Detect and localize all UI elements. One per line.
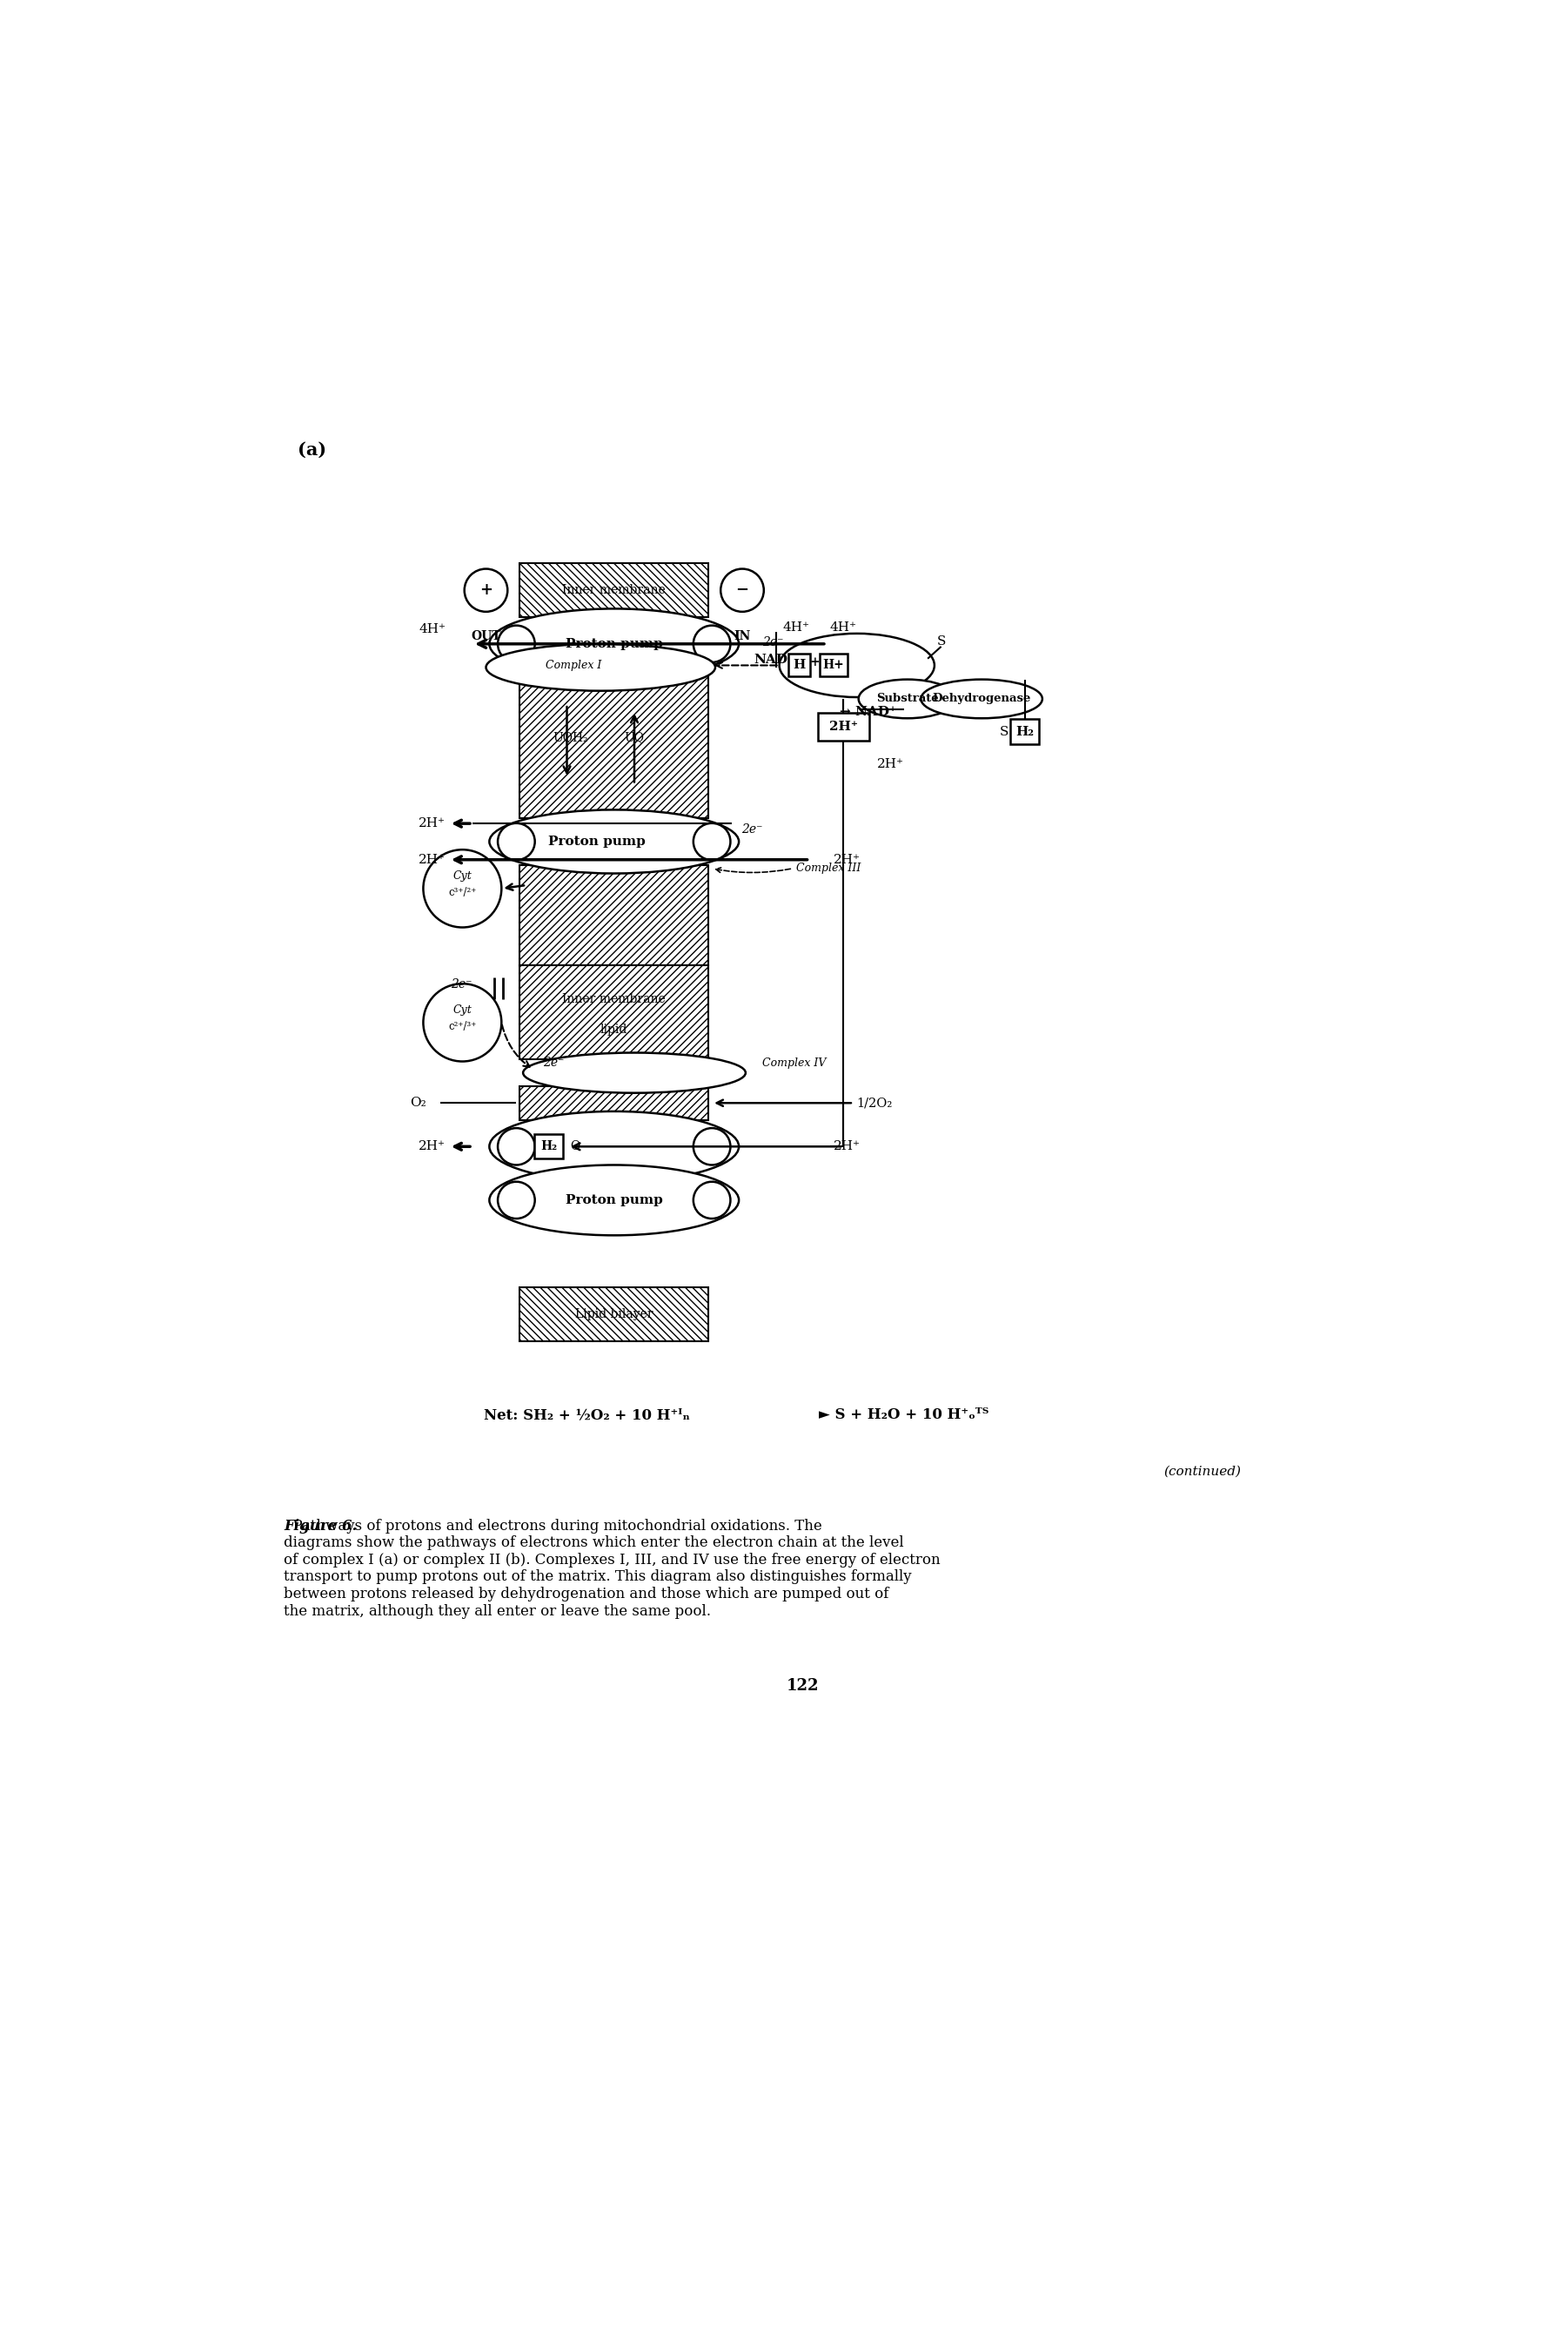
Text: H+: H+ [823,660,845,672]
Text: (continued): (continued) [1163,1466,1242,1478]
Ellipse shape [779,634,935,698]
Text: 4H⁺: 4H⁺ [782,620,809,632]
FancyBboxPatch shape [535,1135,563,1159]
Text: UQH₂: UQH₂ [552,731,588,745]
Ellipse shape [489,1166,739,1236]
Text: 2H⁺: 2H⁺ [419,818,445,830]
Text: Figure 6.: Figure 6. [284,1518,358,1532]
Text: Complex IV: Complex IV [762,1058,826,1069]
FancyBboxPatch shape [519,1086,709,1119]
Ellipse shape [920,679,1043,719]
Text: O₂: O₂ [411,1097,426,1109]
Text: 2e⁻: 2e⁻ [452,978,472,989]
Text: H: H [793,660,806,672]
Text: 122: 122 [787,1678,818,1694]
FancyBboxPatch shape [789,653,809,677]
Text: +: + [809,656,820,667]
Text: ► S + H₂O + 10 H⁺ₒᵁᵀ: ► S + H₂O + 10 H⁺ₒᵁᵀ [818,1408,989,1422]
Ellipse shape [497,625,535,663]
Ellipse shape [524,1053,746,1093]
FancyBboxPatch shape [1011,719,1040,745]
Ellipse shape [693,1128,731,1166]
Text: Complex III: Complex III [797,862,861,874]
Text: Cyt: Cyt [453,1006,472,1015]
Text: IN: IN [734,630,751,642]
FancyBboxPatch shape [818,712,870,740]
Text: +: + [480,583,492,599]
FancyBboxPatch shape [519,966,709,1060]
Text: Lipid bilayer: Lipid bilayer [575,1309,654,1321]
Ellipse shape [693,625,731,663]
Text: Substrate: Substrate [877,693,939,705]
Text: S: S [936,637,946,649]
Text: 4H⁺: 4H⁺ [419,623,445,634]
Text: S: S [999,726,1008,738]
Text: 2H⁺: 2H⁺ [419,1140,445,1152]
Text: 2e⁻: 2e⁻ [543,1058,564,1069]
Ellipse shape [489,811,739,874]
Text: Inner membrane: Inner membrane [563,994,666,1006]
Text: 2H⁺: 2H⁺ [877,759,905,771]
Ellipse shape [497,822,535,860]
Text: c³⁺/²⁺: c³⁺/²⁺ [448,886,477,898]
Text: Dehydrogenase: Dehydrogenase [933,693,1030,705]
Ellipse shape [486,644,715,691]
Circle shape [721,569,764,611]
Text: Cyt: Cyt [453,872,472,881]
Circle shape [464,569,508,611]
Text: UQ: UQ [624,731,644,745]
FancyBboxPatch shape [519,865,709,966]
Text: Proton pump: Proton pump [549,837,646,848]
Text: O: O [571,1140,580,1152]
Text: −: − [735,583,750,599]
Text: 4H⁺: 4H⁺ [829,620,856,632]
Text: 2H⁺: 2H⁺ [833,853,861,865]
Ellipse shape [497,1182,535,1220]
Text: → NAD⁺: → NAD⁺ [840,705,897,719]
Text: OUT: OUT [470,630,502,642]
FancyBboxPatch shape [519,1288,709,1342]
Text: 2H⁺: 2H⁺ [829,721,858,733]
Text: 2H⁺: 2H⁺ [833,1140,861,1152]
FancyBboxPatch shape [519,670,709,818]
Text: Inner membrane: Inner membrane [563,585,666,597]
Text: c²⁺/³⁺: c²⁺/³⁺ [448,1020,477,1032]
Circle shape [423,985,502,1062]
Ellipse shape [693,1182,731,1220]
FancyBboxPatch shape [519,564,709,618]
Circle shape [423,851,502,928]
Text: Pathways of protons and electrons during mitochondrial oxidations. The
diagrams : Pathways of protons and electrons during… [284,1518,941,1619]
Text: H₂: H₂ [1016,726,1033,738]
Text: Net: SH₂ + ½O₂ + 10 H⁺ᴵₙ: Net: SH₂ + ½O₂ + 10 H⁺ᴵₙ [485,1408,690,1422]
FancyBboxPatch shape [820,653,847,677]
Ellipse shape [497,1128,535,1166]
Text: 2e⁻: 2e⁻ [762,637,784,649]
Text: H₂: H₂ [541,1140,557,1152]
Text: 1/2O₂: 1/2O₂ [856,1097,892,1109]
Text: (a): (a) [298,442,326,458]
Text: NAD: NAD [754,653,789,665]
Ellipse shape [693,822,731,860]
Ellipse shape [489,1112,739,1182]
Ellipse shape [489,609,739,679]
Text: Proton pump: Proton pump [566,1194,663,1206]
Text: 2H⁺: 2H⁺ [419,853,445,865]
Text: 2e⁻: 2e⁻ [742,822,764,837]
Text: Complex I: Complex I [546,660,602,672]
Text: lipid: lipid [601,1022,627,1036]
Text: Proton pump: Proton pump [566,637,663,651]
Ellipse shape [859,679,956,719]
